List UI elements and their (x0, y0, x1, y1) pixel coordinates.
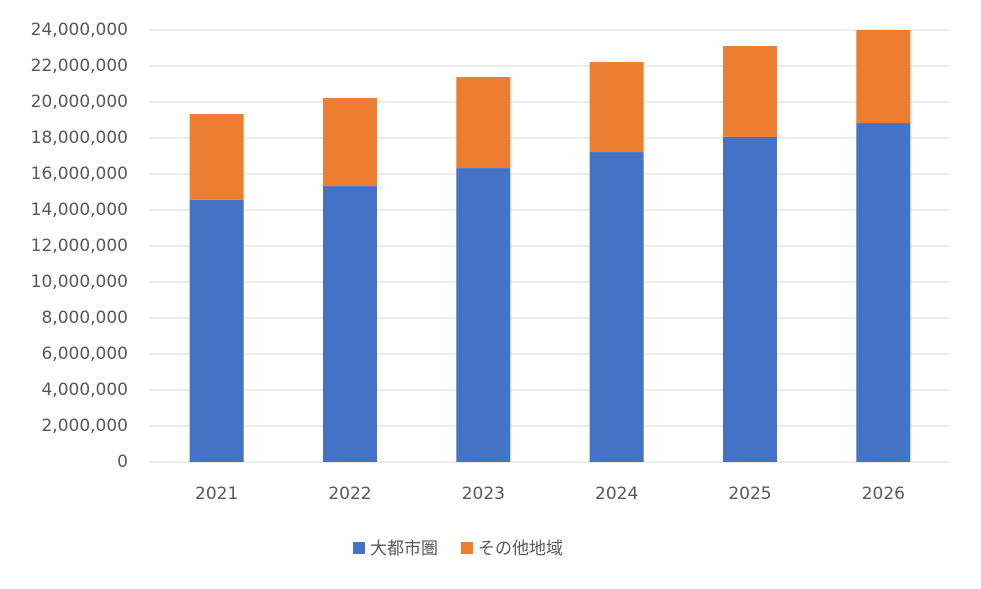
bar-segment (456, 76, 511, 169)
bar-segment (456, 168, 511, 462)
x-tick-label: 2021 (195, 484, 238, 504)
x-tick-label: 2026 (862, 484, 905, 504)
legend-label: 大都市圏 (370, 539, 438, 559)
x-tick-label: 2022 (328, 484, 371, 504)
bar-segment (189, 114, 244, 200)
legend-label: その他地域 (478, 539, 563, 559)
bar-segment (856, 123, 911, 462)
bar-segment (856, 30, 911, 124)
y-tick-label: 22,000,000 (31, 56, 128, 76)
y-tick-label: 20,000,000 (31, 92, 128, 112)
bar-segment (189, 199, 244, 463)
bar-segment (723, 46, 777, 137)
legend-swatch (461, 542, 473, 554)
y-tick-label: 0 (117, 452, 128, 472)
x-tick-label: 2025 (728, 484, 771, 504)
y-tick-label: 2,000,000 (41, 416, 128, 436)
legend-swatch (353, 542, 365, 554)
y-tick-label: 16,000,000 (31, 164, 128, 184)
y-tick-label: 8,000,000 (41, 308, 128, 328)
x-tick-label: 2023 (462, 484, 505, 504)
y-tick-label: 24,000,000 (31, 20, 128, 40)
y-tick-label: 4,000,000 (41, 380, 128, 400)
bar-segment (723, 136, 777, 463)
y-tick-label: 12,000,000 (31, 236, 128, 256)
bar-segment (589, 62, 644, 153)
y-tick-label: 14,000,000 (31, 200, 128, 220)
bar-segment (589, 152, 644, 463)
y-tick-label: 10,000,000 (31, 272, 128, 292)
y-tick-label: 18,000,000 (31, 128, 128, 148)
y-tick-label: 6,000,000 (41, 344, 128, 364)
bar-segment (323, 98, 377, 187)
bar-segment (323, 186, 377, 462)
x-tick-label: 2024 (595, 484, 638, 504)
